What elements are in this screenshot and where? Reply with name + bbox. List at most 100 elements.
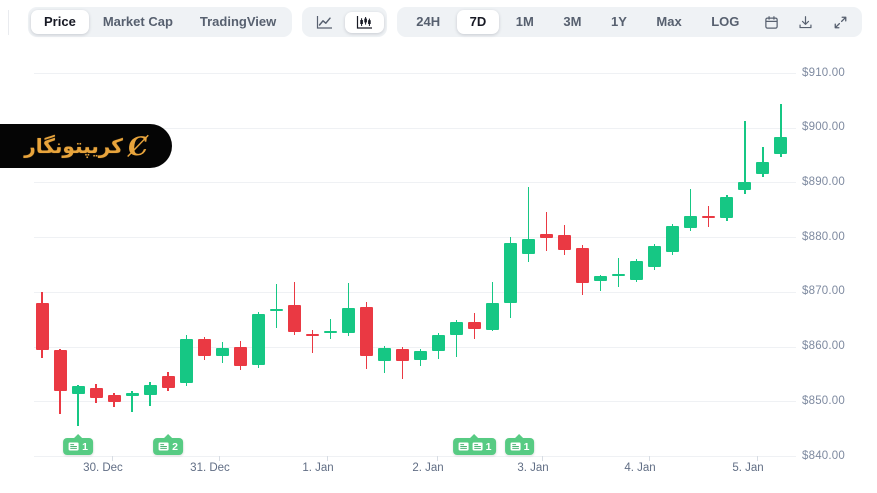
candle-up[interactable] <box>630 258 644 282</box>
candle-up[interactable] <box>774 103 788 158</box>
candle-body <box>413 351 427 361</box>
candle-down[interactable] <box>197 336 211 360</box>
candle-up[interactable] <box>323 319 337 340</box>
candle-up[interactable] <box>486 281 499 332</box>
range-1y-button[interactable]: 1Y <box>598 10 640 34</box>
candle-wick <box>401 346 404 379</box>
candle-up[interactable] <box>143 381 157 406</box>
range-24h-button[interactable]: 24H <box>403 10 453 34</box>
candle-body <box>89 388 103 398</box>
candle-up[interactable] <box>612 257 626 288</box>
page-edge-divider <box>8 10 9 35</box>
candle-down[interactable] <box>395 346 409 379</box>
candle-up[interactable] <box>179 334 193 386</box>
candle-body <box>431 334 445 352</box>
gridline <box>34 182 796 184</box>
y-axis-label: $890.00 <box>802 175 845 188</box>
candle-body <box>125 393 139 397</box>
tab-price[interactable]: Price <box>31 10 89 34</box>
event-badge[interactable]: 1 <box>63 434 93 455</box>
candle-up[interactable] <box>125 390 139 413</box>
fullscreen-button[interactable] <box>825 11 856 34</box>
candle-down[interactable] <box>540 212 554 251</box>
candle-wick <box>131 390 133 413</box>
candle-down[interactable] <box>53 348 67 415</box>
candle-down[interactable] <box>107 392 121 408</box>
candle-body <box>486 303 499 330</box>
candle-body <box>359 307 373 357</box>
candle-wick <box>617 257 620 288</box>
candle-up[interactable] <box>377 346 391 374</box>
candle-body <box>630 260 644 280</box>
range-log-button[interactable]: LOG <box>698 10 752 34</box>
range-7d-button[interactable]: 7D <box>456 10 500 34</box>
candle-down[interactable] <box>359 302 373 370</box>
news-icon <box>510 442 521 451</box>
range-1m-button[interactable]: 1M <box>503 10 547 34</box>
y-axis-label: $880.00 <box>802 230 845 243</box>
candle-body <box>287 305 301 332</box>
candle-body <box>107 394 121 402</box>
candle-wick <box>77 384 79 426</box>
candle-body <box>648 246 662 268</box>
candle-body <box>684 215 698 228</box>
candle-down[interactable] <box>305 329 319 353</box>
tab-market-cap[interactable]: Market Cap <box>90 10 186 34</box>
candle-down[interactable] <box>161 372 175 391</box>
candle-body <box>576 247 590 283</box>
candle-up[interactable] <box>215 341 229 363</box>
candle-body <box>233 347 247 367</box>
candle-down[interactable] <box>35 292 49 359</box>
candle-wick <box>329 319 331 340</box>
news-icon <box>458 442 469 451</box>
candle-body <box>774 136 788 155</box>
candle-up[interactable] <box>269 284 283 328</box>
tab-tradingview[interactable]: TradingView <box>187 10 289 34</box>
candle-body <box>756 162 770 174</box>
candle-up[interactable] <box>756 146 770 178</box>
candle-down[interactable] <box>702 206 716 227</box>
event-badge[interactable]: 1 <box>452 434 497 455</box>
candle-wick <box>311 329 313 353</box>
candle-up[interactable] <box>251 312 265 368</box>
candle-up[interactable] <box>666 223 680 255</box>
candle-down[interactable] <box>233 341 247 371</box>
candle-up[interactable] <box>648 244 662 270</box>
x-axis-tick <box>112 456 113 461</box>
download-icon <box>798 15 813 30</box>
candle-up[interactable] <box>720 195 734 221</box>
candle-down[interactable] <box>89 384 103 403</box>
candle-up[interactable] <box>341 282 355 336</box>
candlestick-chart-style-button[interactable] <box>345 11 385 33</box>
candle-up[interactable] <box>522 187 535 263</box>
candle-up[interactable] <box>71 384 85 426</box>
candle-down[interactable] <box>558 225 572 255</box>
candle-up[interactable] <box>684 189 698 231</box>
candle-up[interactable] <box>504 236 517 319</box>
candle-body <box>215 347 229 356</box>
candle-body <box>323 330 337 334</box>
event-badge[interactable]: 1 <box>504 434 535 455</box>
x-axis-label: 31. Dec <box>190 462 230 474</box>
news-icon <box>68 442 79 451</box>
download-button[interactable] <box>790 11 821 34</box>
range-max-button[interactable]: Max <box>643 10 694 34</box>
line-chart-style-button[interactable] <box>305 12 344 33</box>
candle-down[interactable] <box>287 281 301 335</box>
candle-down[interactable] <box>468 312 481 340</box>
crypto-negar-logo-icon: Ȼ <box>126 130 150 162</box>
event-badge[interactable]: 2 <box>153 434 184 455</box>
calendar-button[interactable] <box>756 11 787 34</box>
event-count: 1 <box>82 440 88 453</box>
range-3m-button[interactable]: 3M <box>550 10 594 34</box>
candle-up[interactable] <box>413 348 427 367</box>
gridline <box>34 127 796 129</box>
candle-up[interactable] <box>738 120 752 195</box>
candle-up[interactable] <box>594 274 608 291</box>
candle-down[interactable] <box>576 245 590 296</box>
candle-up[interactable] <box>431 333 445 359</box>
y-axis-label: $840.00 <box>802 449 845 462</box>
event-count: 1 <box>485 440 492 453</box>
candle-up[interactable] <box>450 320 463 358</box>
